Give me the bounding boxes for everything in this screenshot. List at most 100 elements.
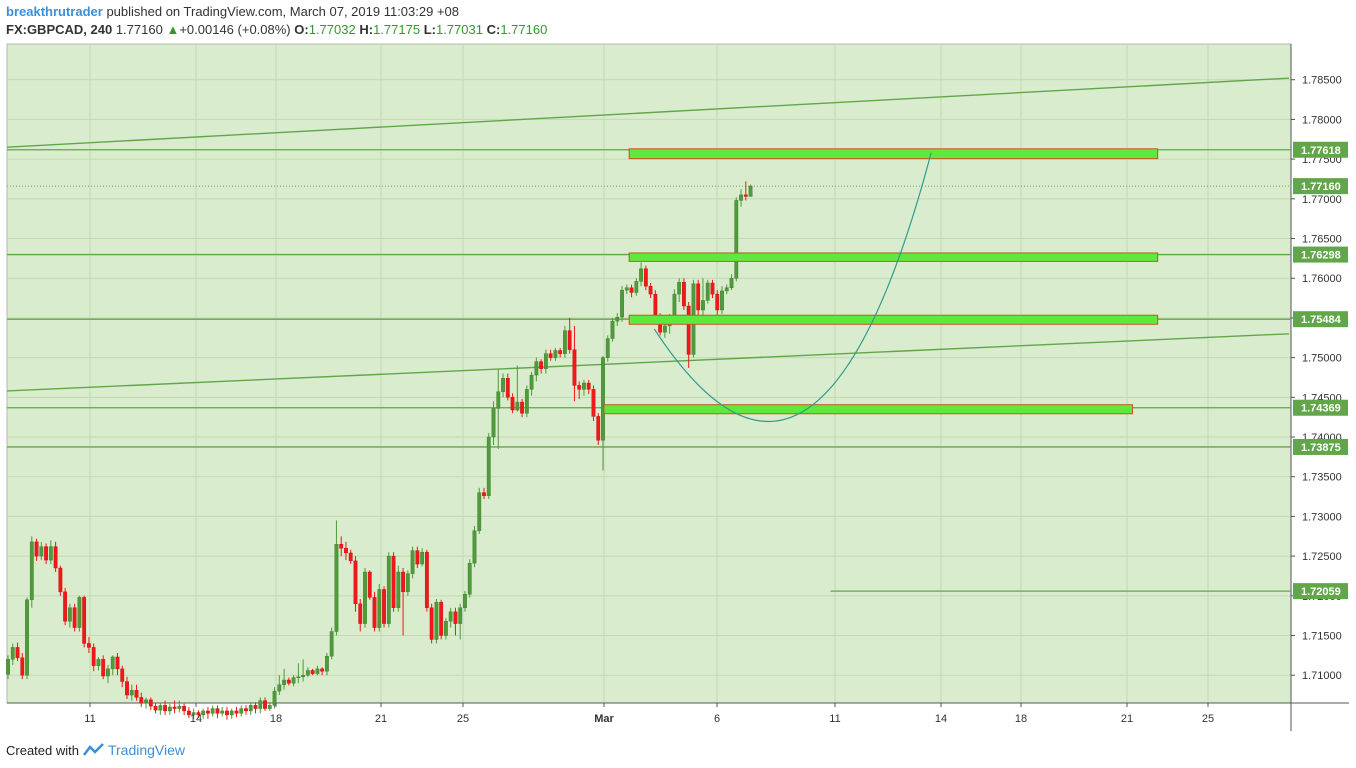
candle-body [543,353,548,369]
candle-body [191,712,196,716]
author-link[interactable]: breakthrutrader [6,4,103,19]
candle-body [391,555,396,608]
candle-body [291,677,296,684]
trend-line [6,77,1290,148]
candle-body [277,684,282,692]
candle-body [348,552,353,562]
price-tick-label: 1.72500 [1302,551,1342,563]
price-tick-label: 1.75000 [1302,353,1342,365]
trend-line [6,333,1290,392]
candle-body [743,194,748,197]
candle-body [386,555,391,624]
time-axis[interactable]: 11 14 18 21 25 Mar 6 11 14 18 21 25 [84,703,1214,725]
candle-body [339,544,344,549]
open-value: 1.77032 [308,22,356,37]
candle-body [582,382,586,390]
footer: Created with TradingView [6,742,185,758]
candle-body [101,659,106,677]
candle-body [72,607,77,628]
price-label: 1.77618 [1293,141,1348,158]
candle-body [396,571,401,608]
price-tick-label: 1.73000 [1302,511,1342,523]
candle-body [377,589,382,628]
price-label-bg [1293,438,1348,455]
candle-body [643,268,648,287]
candle-body [305,670,310,676]
candle-body [363,571,367,624]
price-label-text: 1.75484 [1301,314,1342,326]
candle-body [682,281,686,307]
candle-body [567,330,572,350]
last-price: 1.77160 [115,22,163,37]
candle-body [439,601,444,636]
candle-body [520,401,524,414]
price-label-text: 1.77160 [1301,181,1341,193]
candle-body [734,200,739,279]
candle-body [110,656,115,670]
candle-body [163,705,167,712]
price-tick-label: 1.78000 [1302,114,1342,126]
candle-body [524,389,529,414]
candle-body [329,631,334,657]
candle-body [367,571,372,598]
price-label-bg [1293,311,1348,328]
time-tick-label: 14 [190,713,202,725]
candle-body [529,374,534,390]
candle-body [653,293,658,317]
candle-body [253,705,258,709]
candle-body [615,316,620,322]
candle-body [539,361,544,369]
tradingview-brand-link[interactable]: TradingView [107,742,186,758]
candle-body [724,287,729,292]
candle-body [296,676,301,678]
candle-body [139,697,144,704]
candle-body [120,668,125,682]
candle-body [501,378,505,392]
candle-body [444,621,448,636]
candle-body [448,611,453,622]
plot-area[interactable] [6,43,1292,704]
time-tick-label: 21 [1121,713,1133,725]
candle-body [158,705,163,711]
time-tick-label: 11 [829,713,840,725]
candle-body [558,350,563,354]
time-tick-label: 25 [1202,713,1214,725]
candle-body [6,659,10,675]
price-tick-label: 1.77000 [1302,194,1342,206]
candle-body [458,607,463,624]
candle-body [515,401,520,411]
candle-body [705,282,710,301]
candle-body [87,643,91,648]
candle-body [467,563,472,595]
candle-body [172,706,177,709]
candle-body [382,589,386,624]
zone-box [628,252,1159,262]
candle-body [325,655,329,672]
candle-body [63,591,68,622]
candle-body [477,492,482,531]
candle-body [182,705,187,712]
trend-lines [6,77,1290,392]
price-label: 1.73875 [1293,438,1348,455]
candle-body [34,541,39,557]
candle-body [10,647,15,660]
candle-body [67,607,72,622]
price-label: 1.74369 [1293,399,1348,416]
candle-body [177,705,182,709]
candle-body [48,546,53,561]
candle-body [605,338,610,358]
zone-box [628,314,1159,325]
price-label-text: 1.74369 [1301,403,1341,415]
candle-body [610,320,615,339]
candle-body [739,194,743,201]
tradingview-logo-icon [82,743,104,756]
candle-body [482,492,486,496]
candle-body [534,361,539,376]
low-label: L: [423,22,436,37]
price-tick-label: 1.78500 [1302,75,1342,87]
projection-curve [653,152,932,423]
candle-body [239,708,244,714]
time-tick-label: 18 [270,713,282,725]
price-tick-label: 1.73500 [1302,472,1342,484]
